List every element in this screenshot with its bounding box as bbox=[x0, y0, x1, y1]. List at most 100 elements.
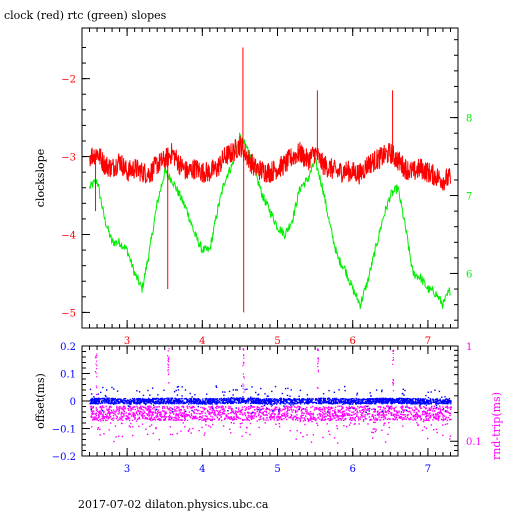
rnd-trip-point bbox=[265, 411, 268, 414]
rnd-trip-point bbox=[357, 405, 359, 408]
offset-point bbox=[392, 401, 394, 404]
rnd-trip-point bbox=[365, 418, 367, 420]
offset-point bbox=[403, 399, 405, 402]
offset-point bbox=[447, 399, 449, 401]
rnd-trip-point bbox=[148, 415, 150, 417]
rnd-trip-point bbox=[433, 405, 435, 407]
rnd-trip-point bbox=[135, 411, 138, 413]
offset-point bbox=[344, 401, 346, 404]
rnd-trip-point bbox=[363, 406, 365, 408]
offset-point bbox=[324, 398, 326, 400]
rnd-trip-point bbox=[364, 414, 366, 416]
rnd-trip-point bbox=[172, 411, 174, 414]
rnd-trip-point bbox=[178, 417, 180, 419]
rnd-trip-point bbox=[158, 406, 160, 408]
offset-point bbox=[232, 397, 234, 399]
offset-point bbox=[219, 402, 221, 404]
offset-point bbox=[302, 398, 304, 401]
rnd-trip-point bbox=[389, 407, 391, 409]
rnd-trip-point bbox=[224, 410, 226, 412]
rnd-trip-point bbox=[234, 418, 236, 420]
offset-point bbox=[307, 402, 309, 404]
offset-point bbox=[135, 401, 137, 404]
offset-point bbox=[177, 398, 180, 400]
offset-point bbox=[374, 408, 376, 411]
rnd-trip-point bbox=[173, 413, 175, 415]
rnd-trip-point bbox=[90, 415, 93, 417]
rnd-trip-point bbox=[159, 414, 161, 417]
offset-point bbox=[122, 401, 124, 404]
rnd-trip-point bbox=[120, 407, 122, 409]
offset-point bbox=[318, 398, 320, 400]
rnd-trip-point bbox=[408, 407, 411, 410]
rnd-trip-point bbox=[339, 405, 341, 407]
rnd-trip-point bbox=[408, 411, 410, 413]
rnd-trip-point bbox=[91, 416, 93, 418]
rnd-trip-point bbox=[348, 424, 351, 426]
offset-point bbox=[204, 401, 206, 404]
offset-point bbox=[208, 400, 210, 402]
offset-point bbox=[288, 399, 291, 401]
rnd-trip-point bbox=[190, 407, 192, 409]
offset-point bbox=[202, 398, 204, 400]
offset-point bbox=[197, 398, 199, 400]
offset-point bbox=[284, 400, 287, 402]
rnd-trip-point bbox=[262, 411, 264, 414]
rnd-trip-point bbox=[212, 423, 214, 426]
rnd-trip-point bbox=[256, 410, 258, 412]
rnd-trip-point bbox=[167, 415, 170, 418]
offset-point bbox=[209, 399, 212, 401]
rnd-trip-point bbox=[216, 407, 218, 409]
offset-point bbox=[228, 390, 231, 393]
rnd-trip-point bbox=[198, 409, 200, 412]
offset-point bbox=[173, 402, 175, 405]
rnd-trip-point bbox=[256, 420, 258, 422]
rnd-trip-point bbox=[410, 418, 412, 420]
offset-point bbox=[163, 399, 165, 402]
rnd-trip-point bbox=[379, 419, 381, 421]
offset-point bbox=[190, 403, 192, 405]
offset-point bbox=[387, 398, 389, 400]
rnd-trip-point bbox=[415, 419, 417, 421]
offset-point bbox=[417, 399, 419, 401]
rnd-trip-point bbox=[293, 416, 295, 419]
offset-point bbox=[222, 401, 224, 403]
rnd-trip-point bbox=[123, 405, 126, 408]
rnd-trip-point bbox=[421, 413, 423, 416]
offset-point bbox=[295, 398, 297, 401]
rnd-trip-point bbox=[371, 415, 373, 417]
rnd-trip-point bbox=[371, 414, 374, 416]
offset-point bbox=[158, 399, 160, 401]
rnd-trip-point bbox=[101, 406, 103, 408]
offset-point bbox=[232, 389, 234, 391]
rnd-trip-point bbox=[205, 418, 208, 421]
offset-point bbox=[442, 400, 445, 403]
rnd-trip-point bbox=[129, 426, 131, 428]
rnd-trip-point bbox=[201, 426, 203, 429]
offset-point bbox=[313, 401, 315, 404]
offset-point bbox=[255, 398, 257, 400]
offset-point bbox=[215, 398, 217, 400]
rnd-trip-point bbox=[257, 414, 260, 417]
offset-point bbox=[389, 397, 392, 399]
rnd-trip-point bbox=[165, 411, 167, 413]
offset-point bbox=[383, 399, 386, 401]
rnd-trip-tick-label: 0.1 bbox=[466, 437, 482, 448]
offset-point bbox=[377, 401, 379, 403]
offset-point bbox=[171, 401, 173, 404]
offset-point bbox=[92, 402, 94, 405]
offset-point bbox=[424, 398, 426, 400]
offset-point bbox=[345, 399, 347, 401]
rnd-trip-point bbox=[396, 419, 398, 421]
rnd-trip-point bbox=[374, 414, 376, 417]
offset-point bbox=[126, 400, 128, 402]
rnd-trip-point bbox=[308, 419, 310, 421]
rnd-trip-point bbox=[203, 418, 206, 420]
rnd-trip-point bbox=[375, 417, 377, 419]
offset-point bbox=[247, 400, 249, 403]
rnd-trip-point bbox=[158, 417, 160, 420]
offset-point bbox=[225, 401, 227, 404]
offset-point bbox=[425, 400, 428, 402]
offset-point bbox=[199, 401, 202, 403]
rnd-trip-point bbox=[340, 415, 343, 417]
